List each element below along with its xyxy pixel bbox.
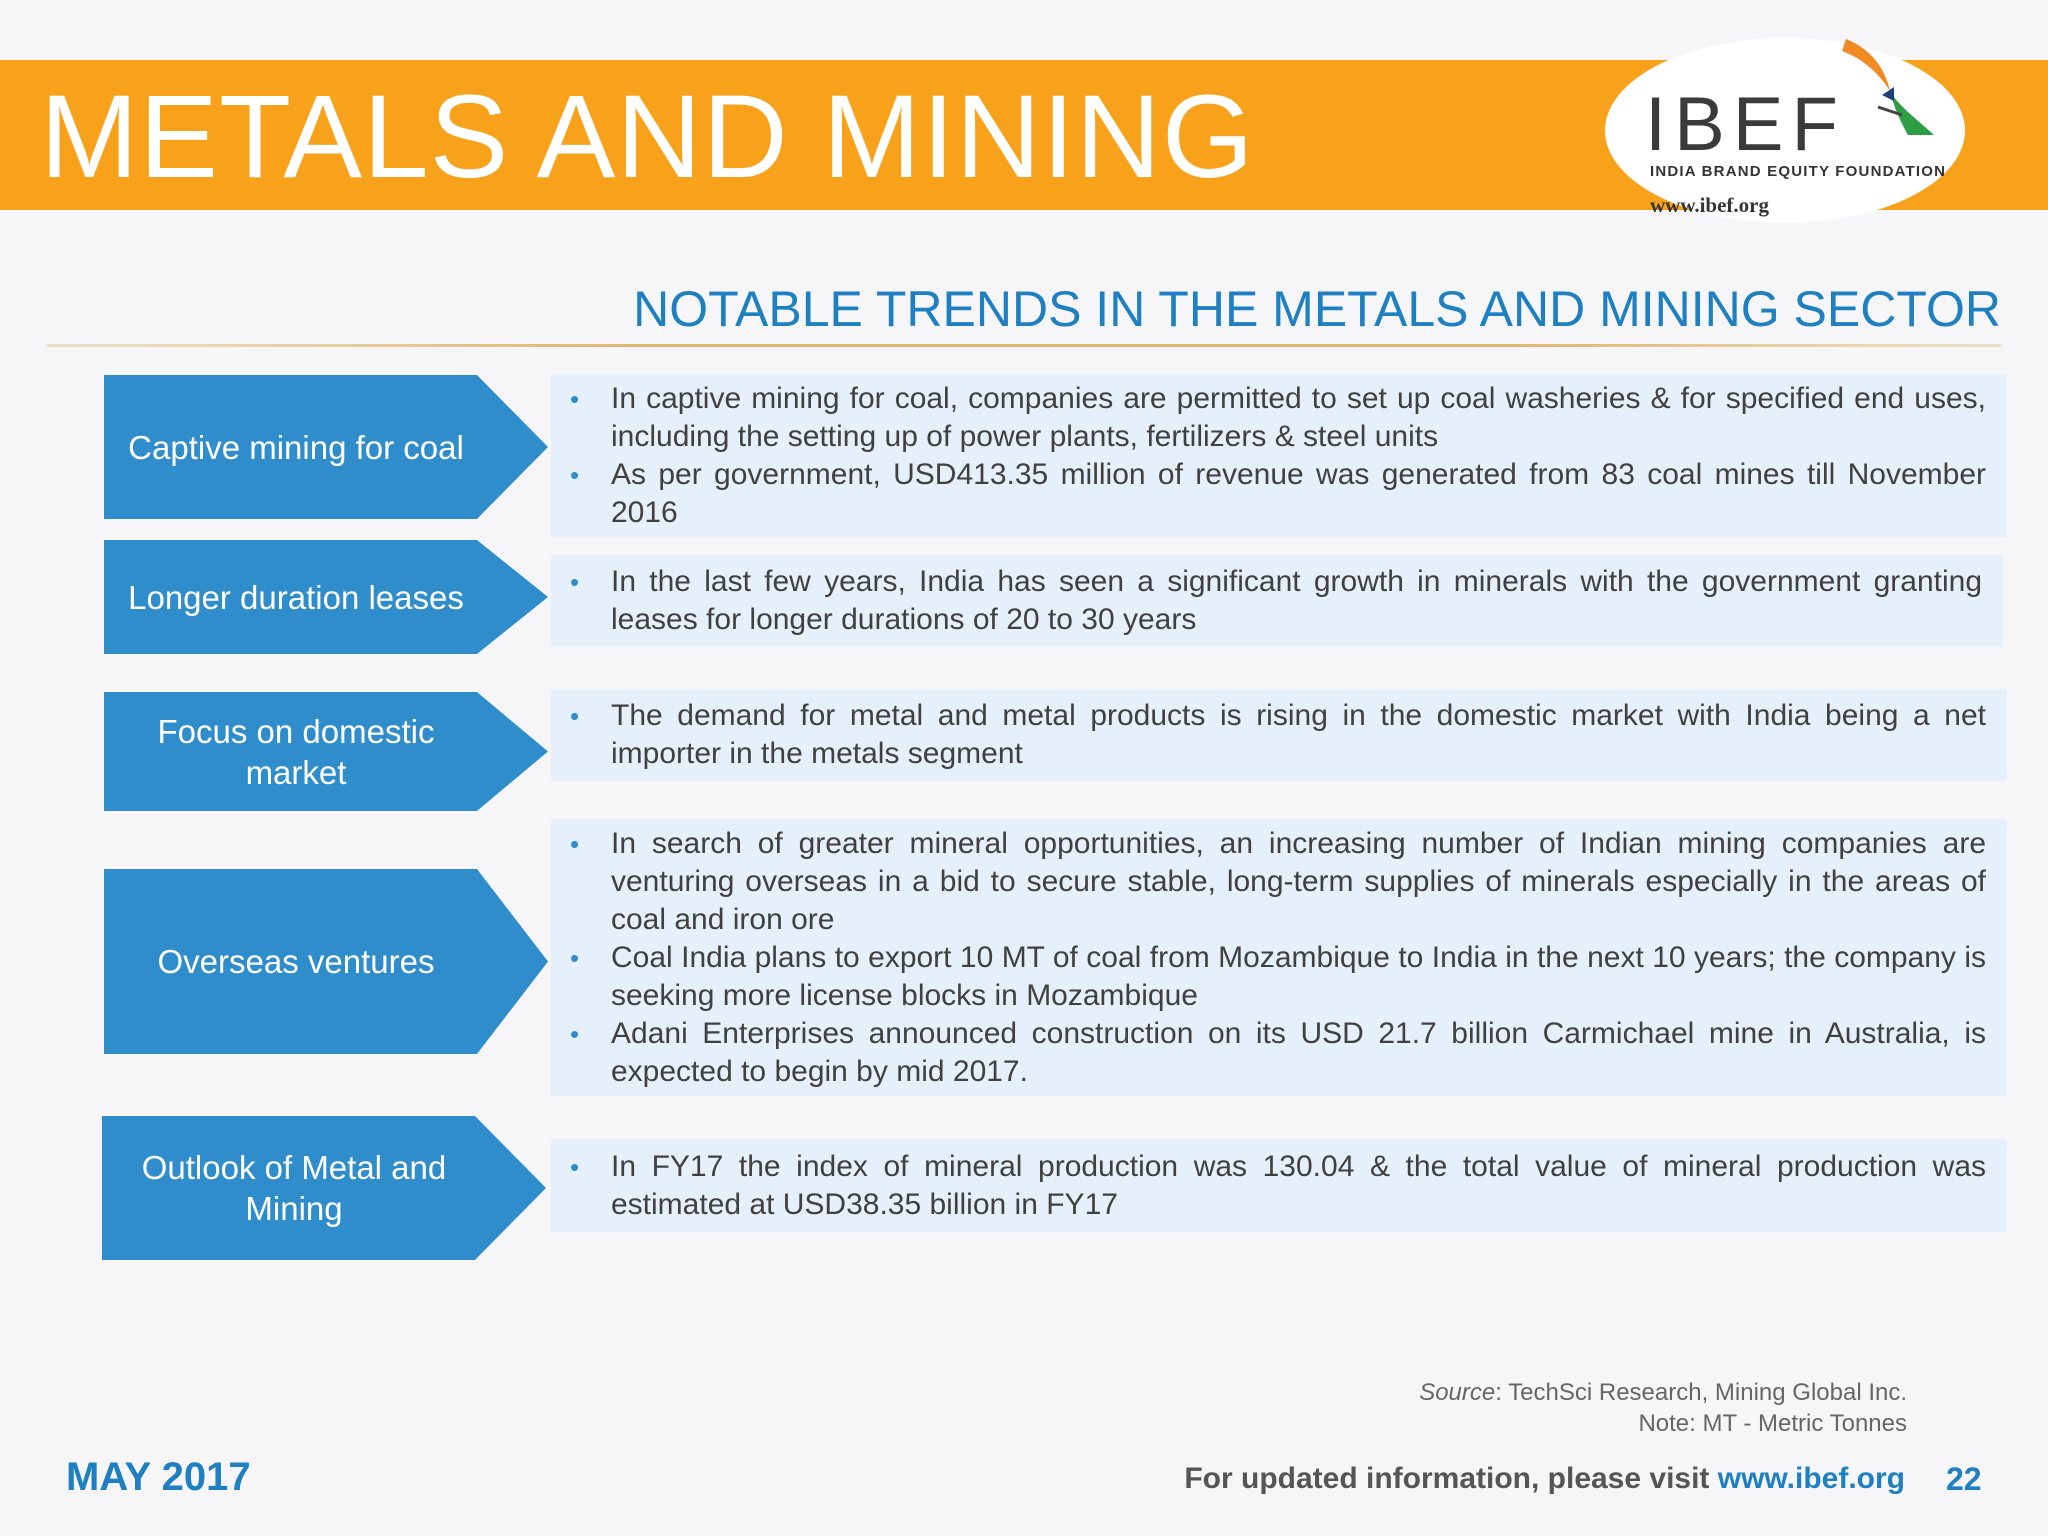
slide-title: METALS AND MINING bbox=[40, 71, 1255, 203]
trend-label-overseas-ventures: Overseas ventures bbox=[104, 869, 548, 1054]
trend-description-box: In the last few years, India has seen a … bbox=[551, 555, 2003, 647]
trend-label-text: Longer duration leases bbox=[128, 578, 464, 616]
trend-label-text: Captive mining for coal bbox=[128, 428, 464, 466]
source-label: Source bbox=[1419, 1379, 1496, 1406]
trend-label-domestic-market: Focus on domestic market bbox=[104, 692, 548, 811]
bullet-item: The demand for metal and metal products … bbox=[551, 697, 1986, 773]
trend-description-box: The demand for metal and metal products … bbox=[551, 689, 2007, 781]
bullet-item: In search of greater mineral opportuniti… bbox=[551, 825, 1986, 939]
trend-label-text: Outlook of Metal and Mining bbox=[141, 1149, 447, 1227]
trend-description-box: In search of greater mineral opportuniti… bbox=[551, 819, 2007, 1096]
footer-visit-line: For updated information, please visit ww… bbox=[1184, 1462, 1905, 1496]
note-text: Note: MT - Metric Tonnes bbox=[1638, 1410, 1907, 1437]
page-number: 22 bbox=[1946, 1461, 1982, 1497]
bullet-item: In FY17 the index of mineral production … bbox=[551, 1148, 1986, 1224]
source-text: : TechSci Research, Mining Global Inc. bbox=[1495, 1379, 1907, 1406]
logo-url: www.ibef.org bbox=[1650, 193, 1769, 217]
footer-date: MAY 2017 bbox=[66, 1455, 251, 1499]
bullet-item: In captive mining for coal, companies ar… bbox=[551, 380, 1986, 456]
source-note: Source: TechSci Research, Mining Global … bbox=[1419, 1377, 1907, 1439]
section-heading: NOTABLE TRENDS IN THE METALS AND MINING … bbox=[633, 281, 2001, 337]
trend-description-box: In captive mining for coal, companies ar… bbox=[551, 374, 2007, 537]
trend-label-longer-leases: Longer duration leases bbox=[104, 540, 548, 654]
visit-text: For updated information, please visit bbox=[1184, 1462, 1718, 1495]
logo-subtitle: INDIA BRAND EQUITY FOUNDATION bbox=[1650, 163, 1947, 180]
bullet-item: In the last few years, India has seen a … bbox=[551, 563, 1982, 639]
heading-divider bbox=[46, 344, 2002, 347]
bullet-item: Adani Enterprises announced construction… bbox=[551, 1015, 1986, 1091]
trend-label-text: Overseas ventures bbox=[157, 943, 435, 980]
trend-label-text: Focus on domestic market bbox=[157, 712, 435, 791]
ibef-link[interactable]: www.ibef.org bbox=[1717, 1462, 1905, 1495]
bullet-item: As per government, USD413.35 million of … bbox=[551, 456, 1986, 532]
trend-label-outlook: Outlook of Metal and Mining bbox=[102, 1116, 546, 1260]
bullet-item: Coal India plans to export 10 MT of coal… bbox=[551, 939, 1986, 1015]
ibef-logo[interactable] bbox=[1605, 38, 1965, 223]
logo-text: IBEF bbox=[1645, 82, 1846, 167]
trend-label-captive-mining: Captive mining for coal bbox=[104, 375, 548, 519]
trend-description-box: In FY17 the index of mineral production … bbox=[551, 1139, 2007, 1232]
flag-swoosh-icon bbox=[1842, 39, 1934, 135]
